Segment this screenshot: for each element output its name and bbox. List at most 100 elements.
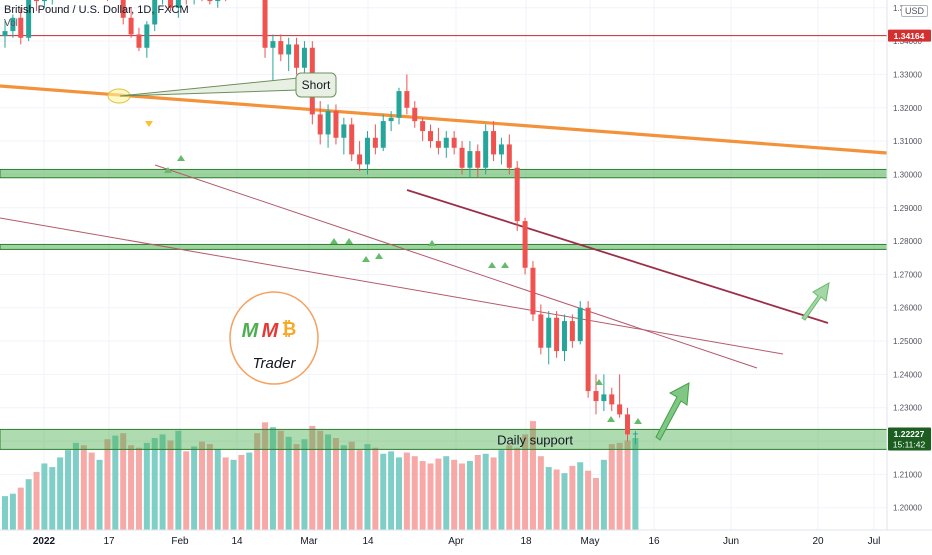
- candle-body: [491, 131, 497, 155]
- signal-triangle-down: [145, 121, 153, 127]
- candle-body: [546, 317, 552, 348]
- volume-bar: [72, 442, 79, 530]
- x-tick-label: 2022: [33, 536, 56, 547]
- candle-body: [152, 0, 158, 25]
- trendline-thin-b[interactable]: [0, 217, 784, 355]
- volume-bar: [183, 451, 190, 530]
- volume-bar: [396, 457, 402, 530]
- x-tick-label: 14: [231, 536, 243, 547]
- volume-bar: [498, 450, 505, 530]
- volume-bar: [309, 425, 316, 530]
- volume-bar: [372, 447, 379, 530]
- volume-bar: [364, 444, 371, 530]
- trendline-thin-a[interactable]: [154, 164, 758, 369]
- volume-bar: [293, 444, 300, 530]
- volume-bar: [120, 433, 127, 530]
- arrow-up-icon: [655, 382, 690, 441]
- volume-bar: [348, 441, 355, 530]
- volume-bar: [403, 452, 410, 530]
- candle-body: [286, 44, 292, 55]
- volume-bar: [340, 445, 347, 530]
- candle-body: [451, 137, 457, 148]
- price-axis-background: [887, 0, 932, 550]
- candle-body: [498, 144, 504, 155]
- candle-body: [569, 321, 575, 342]
- currency-button[interactable]: USD: [900, 5, 928, 17]
- candle-body: [128, 17, 134, 35]
- trendline-maroon-channel[interactable]: [406, 189, 829, 324]
- volume-bar: [474, 454, 481, 530]
- candle-body: [420, 121, 426, 132]
- volume-bar: [277, 430, 284, 530]
- y-tick-label: 1.26000: [893, 304, 922, 313]
- short-callout-box[interactable]: [295, 72, 337, 98]
- y-tick-label: 1.33000: [893, 70, 922, 79]
- logo-bitcoin-icon: ₿: [282, 319, 297, 339]
- candle-body: [412, 107, 418, 122]
- volume-bar: [151, 438, 158, 530]
- x-tick-label: May: [581, 536, 600, 547]
- candle-body: [215, 0, 221, 2]
- logo-letter-m2: M: [262, 320, 280, 342]
- candle-body: [467, 151, 473, 168]
- candle-body: [625, 414, 631, 435]
- y-tick-label: 1.25000: [893, 337, 922, 346]
- support-zone: [0, 428, 888, 450]
- signal-triangles: [164, 155, 642, 424]
- price-tag-label: 1.34164: [894, 31, 925, 41]
- candle-body: [388, 117, 394, 122]
- x-tick-label: Jun: [723, 536, 739, 547]
- candle-body: [601, 394, 607, 402]
- volume-bar: [427, 463, 434, 530]
- volume-bar: [167, 440, 174, 530]
- current-price-label: 1.22227: [894, 429, 925, 439]
- x-tick-label: 18: [520, 536, 532, 547]
- volume-bar: [443, 456, 450, 530]
- time-axis[interactable]: 2022 17 Feb 14 Mar 14 Apr 18 May 16 Jun 20 Jul: [0, 529, 932, 550]
- volume-bar: [451, 459, 458, 530]
- candle-body: [357, 154, 363, 165]
- x-tick-label: 17: [103, 536, 115, 547]
- volume-bar: [482, 453, 489, 530]
- volume-bar: [608, 444, 615, 530]
- time-axis-background: [0, 530, 932, 550]
- volume-bar: [175, 430, 182, 530]
- candle-body: [609, 394, 615, 405]
- x-tick-label: 16: [648, 536, 660, 547]
- x-tick-label: 20: [812, 536, 824, 547]
- y-tick-label: 1.28000: [893, 237, 922, 246]
- candle-body: [554, 317, 560, 352]
- volume-bar: [380, 453, 387, 530]
- short-callout-pointer: [119, 77, 299, 97]
- volume-bar: [537, 456, 544, 530]
- daily-support-label: Daily support: [497, 432, 573, 447]
- volume-bar: [529, 421, 536, 530]
- candle-body: [270, 41, 276, 48]
- volume-bar: [96, 459, 103, 530]
- volume-bar: [214, 448, 221, 530]
- candle-body: [364, 137, 370, 165]
- y-tick-label: 1.32000: [893, 104, 922, 113]
- volume-bar: [332, 438, 339, 530]
- candle-body: [26, 0, 32, 38]
- volume-bar: [143, 442, 150, 530]
- y-tick-label: 1.27000: [893, 270, 922, 279]
- candle-body: [443, 137, 449, 148]
- chart-title: British Pound / U.S. Dollar, 1D, FXCM: [4, 4, 189, 16]
- x-tick-label: Apr: [448, 536, 464, 547]
- volume-bar: [222, 457, 229, 530]
- volume-bar: [325, 434, 332, 530]
- logo-subtitle: Trader: [252, 355, 296, 372]
- y-tick-label: 1.21000: [893, 470, 922, 479]
- volume-bar: [199, 441, 205, 530]
- candle-body: [262, 0, 268, 48]
- candle-body: [2, 31, 8, 37]
- current-price-tag: [888, 427, 931, 451]
- trendline-orange[interactable]: [0, 84, 888, 155]
- price-axis[interactable]: 1.390001.380001.370001.360001.350001.340…: [886, 0, 932, 550]
- candle-body: [577, 307, 583, 342]
- candle-body: [404, 91, 410, 108]
- volume-bar: [317, 430, 324, 530]
- support-zone: [0, 168, 888, 179]
